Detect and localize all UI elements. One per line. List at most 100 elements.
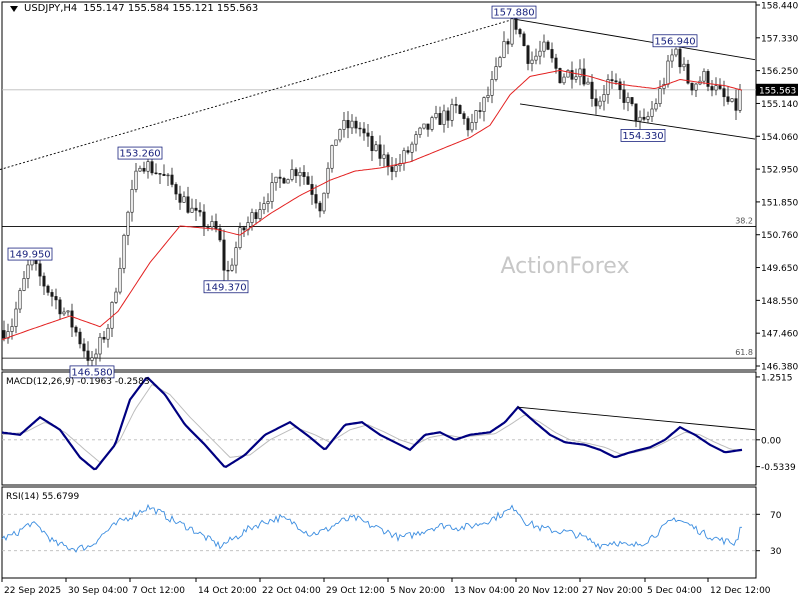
candle-body [166, 174, 170, 177]
candle-body [382, 154, 386, 159]
annotation-box [652, 34, 698, 48]
candle-body [558, 68, 562, 84]
grid-layer [1, 1, 757, 579]
macd-pane-frame [1, 371, 757, 486]
x-tick-label: 12 Dec 12:00 [710, 586, 771, 596]
candle-body [374, 144, 378, 152]
candle-body [402, 150, 406, 164]
candle-body [454, 104, 458, 106]
candle-body [478, 110, 482, 112]
candle-body [682, 63, 686, 68]
candle-body [602, 94, 606, 102]
candle-body [250, 212, 254, 223]
candle-body [658, 88, 662, 105]
candle-body [638, 116, 642, 122]
candle-body [710, 86, 714, 91]
candle-body [14, 308, 18, 327]
candle-body [178, 193, 182, 203]
macd-tick-label: 1.2515 [761, 373, 793, 383]
candle-body [426, 123, 430, 130]
candle-body [26, 264, 30, 279]
price-tick-label: 148.550 [761, 297, 798, 307]
candle-body [258, 209, 262, 219]
candle-body [286, 179, 290, 184]
candle-body [98, 336, 102, 355]
candle-body [686, 63, 690, 84]
candle-body [574, 76, 578, 80]
x-tick-label: 5 Nov 20:00 [390, 586, 445, 596]
price-tick-label: 155.140 [761, 100, 798, 110]
candle-body [526, 45, 530, 64]
macd-tick-label: -0.5339 [761, 463, 796, 473]
candle-body [234, 247, 238, 266]
rsi-tick-label: 70 [770, 511, 782, 521]
price-tick-label: 147.460 [761, 330, 798, 340]
candles [2, 8, 742, 368]
candle-body [714, 85, 718, 91]
candle-body [182, 196, 186, 203]
candle-body [566, 70, 570, 78]
x-tick-label: 29 Oct 12:00 [326, 586, 385, 596]
candle-body [302, 172, 306, 177]
candle-body [142, 167, 146, 172]
candle-body [58, 299, 62, 315]
fib-level-label: 61.8 [735, 348, 753, 357]
candle-body [490, 79, 494, 96]
candle-body [42, 275, 46, 287]
candle-body [446, 110, 450, 121]
price-tick-label: 156.250 [761, 67, 798, 77]
candle-body [626, 97, 630, 103]
price-tick-label: 157.330 [761, 34, 798, 44]
candle-body [634, 103, 638, 122]
rsi-tick-label: 30 [770, 547, 782, 557]
candle-body [138, 167, 142, 172]
candle-body [206, 226, 210, 228]
candle-body [202, 211, 206, 227]
candle-body [314, 194, 318, 204]
candle-body [362, 128, 366, 134]
candle-body [354, 120, 358, 129]
macd-title: MACD(12,26,9) -0.1963 -0.2583 [6, 377, 150, 387]
candle-body [534, 55, 538, 61]
candle-body [50, 292, 54, 297]
candle-body [230, 264, 234, 271]
candle-body [54, 296, 58, 301]
candle-body [102, 336, 106, 340]
candle-body [174, 184, 178, 195]
annotation-box [69, 365, 115, 379]
x-tick-label: 5 Dec 04:00 [647, 586, 702, 596]
moving-average-line [1, 69, 743, 341]
candle-body [450, 104, 454, 121]
macd-trendline [517, 406, 756, 431]
annotation-label: 146.580 [71, 367, 112, 378]
candle-body [442, 110, 446, 125]
candle-body [610, 79, 614, 82]
candle-body [2, 330, 6, 339]
candle-body [18, 290, 22, 310]
candle-body [550, 49, 554, 59]
annotation-box [491, 5, 537, 19]
price-tick-label: 149.650 [761, 264, 798, 274]
candle-body [134, 170, 138, 190]
candle-body [718, 85, 722, 89]
candle-body [726, 96, 730, 102]
candle-body [274, 176, 278, 183]
candle-body [502, 41, 506, 58]
candle-body [582, 68, 586, 85]
candle-body [198, 210, 202, 213]
annotation-box [203, 280, 249, 294]
candle-body [542, 41, 546, 52]
candle-body [486, 95, 490, 98]
candle-body [78, 331, 82, 345]
annotation-label: 154.330 [622, 131, 663, 142]
candle-body [522, 33, 526, 47]
dotted-trendline [0, 18, 515, 170]
x-tick-label: 20 Nov 12:00 [518, 586, 579, 596]
candle-body [342, 119, 346, 130]
candle-body [598, 100, 602, 107]
candle-body [642, 116, 646, 120]
header-marker-icon [10, 6, 18, 12]
candle-body [546, 41, 550, 50]
